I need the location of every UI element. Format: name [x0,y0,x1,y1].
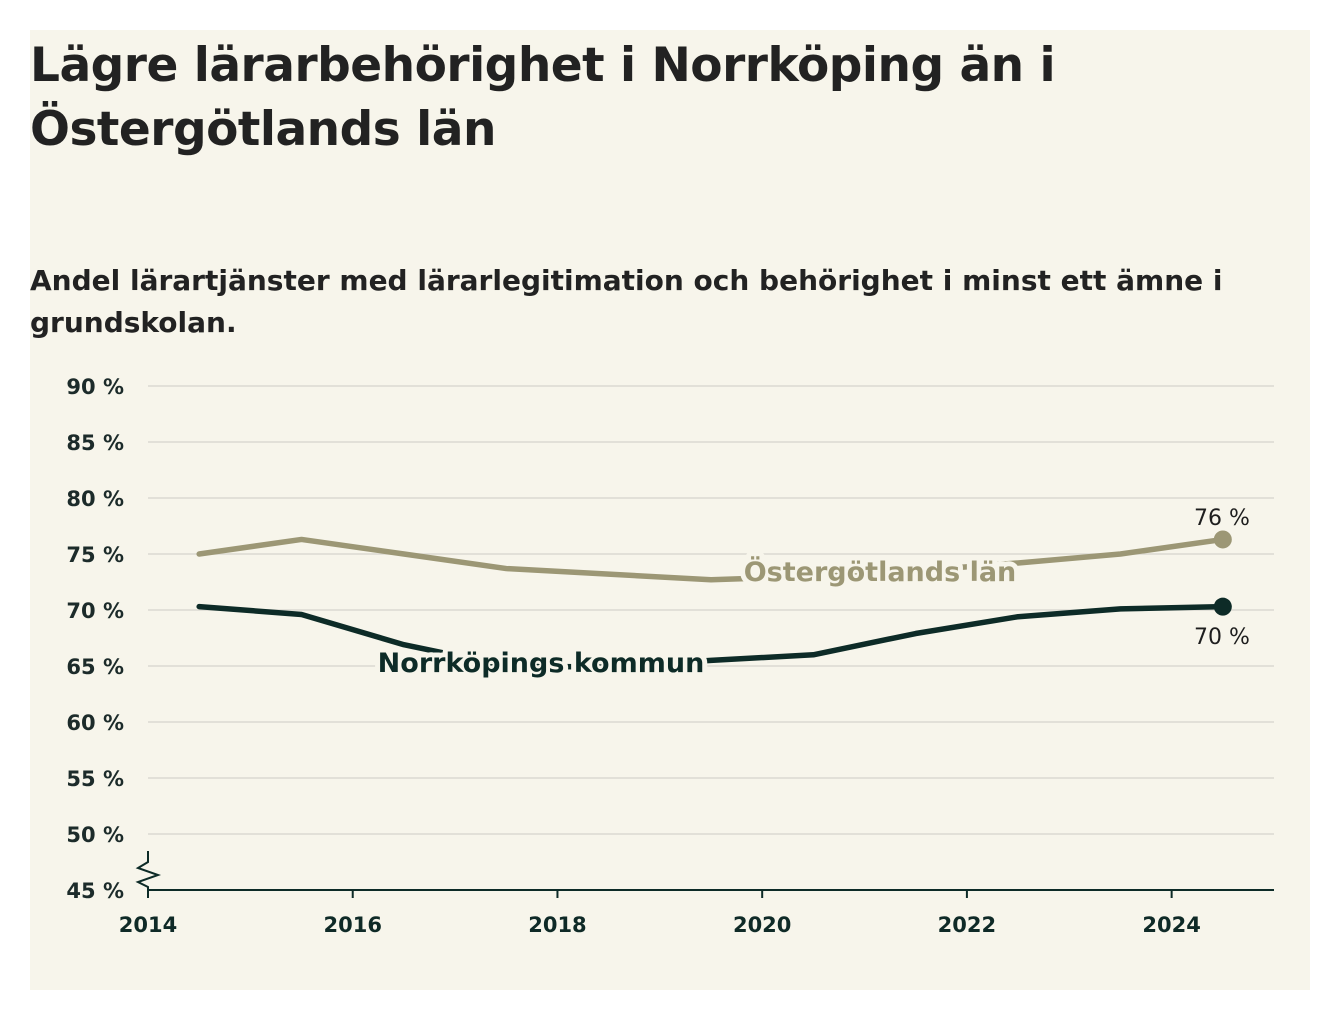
series-name-label: Norrköpings kommun [378,648,705,679]
axis-break-icon [135,851,162,890]
series-end-label: 76 % [1194,506,1250,531]
y-tick-label: 90 % [66,375,124,399]
series-line [196,603,1226,670]
y-tick-label: 75 % [66,543,124,567]
x-tick-label: 2022 [938,913,996,937]
y-tick-label: 55 % [66,767,124,791]
x-tick-label: 2024 [1142,913,1200,937]
series-end-point [1213,530,1232,549]
series-end-label: 70 % [1194,625,1250,650]
chart-subtitle: Andel lärartjänster med lärarlegitimatio… [30,264,1223,339]
y-tick-label: 80 % [66,487,124,511]
y-tick-label: 50 % [66,823,124,847]
x-tick-label: 2016 [324,913,382,937]
x-tick-label: 2018 [528,913,586,937]
chart-card: Lägre lärarbehörighet i Norrköping än i … [30,30,1310,990]
y-tick-label: 70 % [66,599,124,623]
series-end-point [1213,597,1232,616]
x-tick-label: 2020 [733,913,791,937]
y-tick-label: 45 % [66,879,124,903]
series-line [196,536,1226,583]
y-tick-label: 85 % [66,431,124,455]
series-name-halo: Norrköpings kommun [378,648,705,679]
x-tick-label: 2014 [119,913,177,937]
series-name-label: Östergötlands län [744,555,1017,588]
series-name-halo: Östergötlands län [744,555,1017,588]
chart-title: Lägre lärarbehörighet i Norrköping än i … [30,38,1056,157]
y-tick-label: 60 % [66,711,124,735]
y-tick-label: 65 % [66,655,124,679]
